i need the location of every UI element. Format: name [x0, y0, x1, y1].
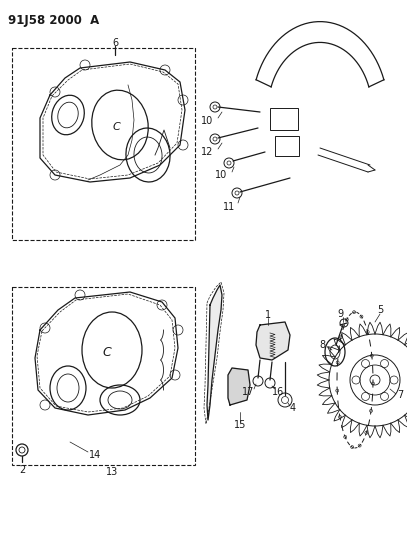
- Text: 1: 1: [265, 310, 271, 320]
- Bar: [270, 108, 298, 130]
- Text: 17: 17: [242, 387, 254, 397]
- Text: C: C: [103, 345, 112, 359]
- Text: 6: 6: [112, 38, 118, 48]
- Text: 14: 14: [89, 450, 101, 460]
- Text: 4: 4: [290, 403, 296, 413]
- Bar: [275, 136, 299, 156]
- Text: 10: 10: [215, 170, 227, 180]
- Text: 12: 12: [201, 147, 213, 157]
- Text: 7: 7: [397, 390, 403, 400]
- Text: 16: 16: [272, 387, 284, 397]
- Text: 91J58 2000  A: 91J58 2000 A: [8, 14, 99, 27]
- Polygon shape: [207, 285, 222, 420]
- Polygon shape: [228, 368, 250, 405]
- Text: 8: 8: [319, 340, 325, 350]
- Bar: [12, 48, 195, 240]
- Text: 13: 13: [106, 467, 118, 477]
- Text: 2: 2: [19, 465, 25, 475]
- Bar: [12, 287, 195, 465]
- Text: 11: 11: [223, 202, 235, 212]
- Text: 10: 10: [201, 116, 213, 126]
- Text: C: C: [112, 122, 120, 132]
- Text: 5: 5: [377, 305, 383, 315]
- Polygon shape: [256, 322, 290, 360]
- Text: 15: 15: [234, 420, 246, 430]
- Text: 9: 9: [337, 309, 343, 319]
